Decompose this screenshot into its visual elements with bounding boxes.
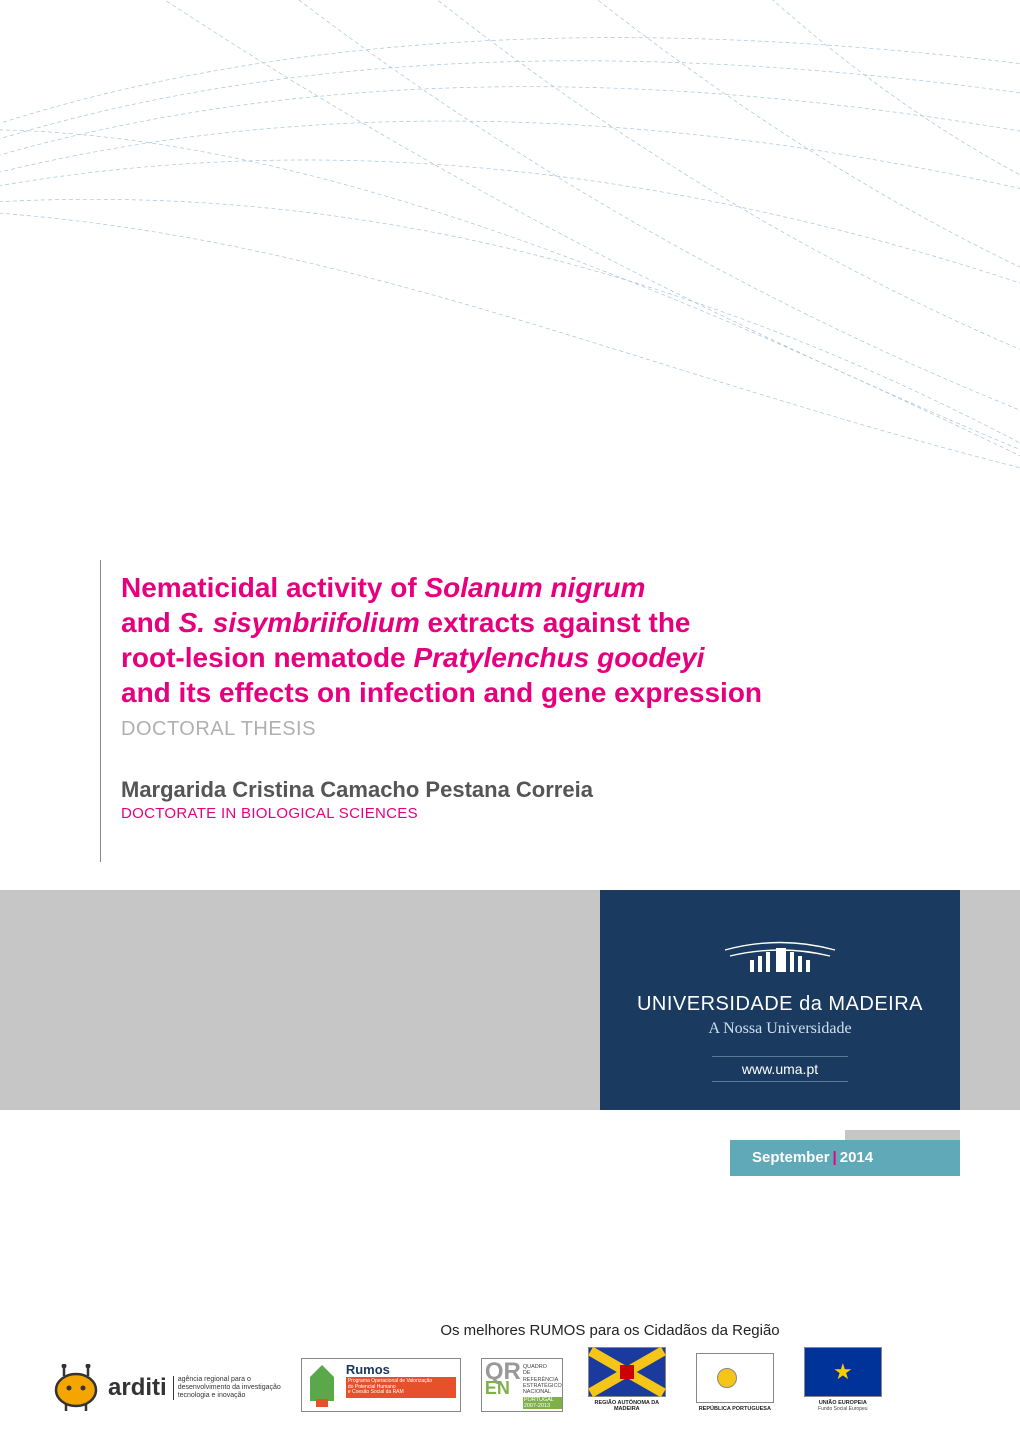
arditi-sub-block: agência regional para o desenvolvimento … (173, 1376, 281, 1399)
title-line3-italic: Pratylenchus goodeyi (413, 642, 704, 673)
rumos-bar: Programa Operacional de Valorização do P… (346, 1377, 456, 1398)
qren-lines: QUADRO DE REFERÊNCIA ESTRATÉGICO NACIONA… (523, 1362, 562, 1409)
university-url: www.uma.pt (712, 1056, 848, 1082)
footer-logos-row: arditi agência regional para o desenvolv… (50, 1347, 970, 1412)
title-line2-italic: S. sisymbriifolium (179, 607, 420, 638)
arditi-sub3: tecnologia e inovação (178, 1392, 281, 1400)
rumos-logo: Rumos Programa Operacional de Valorizaçã… (301, 1358, 461, 1412)
arditi-sub2: desenvolvimento da investigação (178, 1384, 281, 1392)
eu-flag-box: ★ UNIÃO EUROPEIA Fundo Social Europeu (799, 1347, 887, 1412)
university-logo-icon (720, 930, 840, 980)
date-tab-inner: September|2014 (730, 1140, 960, 1176)
date-year: 2014 (840, 1149, 873, 1166)
portugal-flag-icon (696, 1353, 774, 1403)
thesis-label: DOCTORAL THESIS (121, 718, 920, 741)
date-tab: September|2014 (730, 1130, 960, 1176)
rumos-title: Rumos (346, 1362, 456, 1377)
arditi-text-block: arditi (108, 1374, 167, 1402)
date-separator: | (830, 1149, 840, 1166)
qren-l2: DE REFERÊNCIA (523, 1370, 562, 1383)
rumos-icon (302, 1359, 342, 1411)
thesis-title: Nematicidal activity of Solanum nigrum a… (121, 570, 920, 710)
rumos-sub3: e Coesão Social da RAM (348, 1390, 454, 1396)
qren-tag: PORTUGAL 2007-2013 (523, 1397, 562, 1410)
eu-label2: Fundo Social Europeu (799, 1406, 887, 1412)
title-block: Nematicidal activity of Solanum nigrum a… (100, 560, 920, 862)
arditi-sub1: agência regional para o (178, 1376, 281, 1384)
arditi-icon (50, 1364, 102, 1412)
title-line2-post: extracts against the (420, 607, 691, 638)
arditi-name: arditi (108, 1374, 167, 1402)
title-line1-pre: Nematicidal activity of (121, 572, 424, 603)
date-month: September (752, 1149, 830, 1166)
qren-l4: NACIONAL (523, 1389, 562, 1395)
university-tagline: A Nossa Universidade (600, 1020, 960, 1038)
eu-stars-icon: ★ (833, 1359, 853, 1385)
madeira-label: REGIÃO AUTÓNOMA DA MADEIRA (583, 1400, 671, 1412)
eu-flag-icon: ★ (804, 1347, 882, 1397)
madeira-flag-icon (588, 1347, 666, 1397)
title-line1-italic: Solanum nigrum (424, 572, 645, 603)
qren-big-letters: QR EN (485, 1362, 521, 1409)
portugal-flag-box: REPÚBLICA PORTUGUESA (691, 1353, 779, 1412)
qren-logo: QR EN QUADRO DE REFERÊNCIA ESTRATÉGICO N… (481, 1358, 563, 1412)
author-name: Margarida Cristina Camacho Pestana Corre… (121, 777, 920, 803)
degree-label: DOCTORATE IN BIOLOGICAL SCIENCES (121, 805, 920, 822)
university-name: UNIVERSIDADE da MADEIRA (600, 993, 960, 1016)
title-line3-pre: root-lesion nematode (121, 642, 413, 673)
footer-slogan: Os melhores RUMOS para os Cidadãos da Re… (250, 1322, 970, 1339)
footer: Os melhores RUMOS para os Cidadãos da Re… (0, 1322, 1020, 1412)
portugal-label: REPÚBLICA PORTUGUESA (691, 1406, 779, 1412)
arditi-logo: arditi agência regional para o desenvolv… (50, 1364, 281, 1412)
university-box: UNIVERSIDADE da MADEIRA A Nossa Universi… (600, 890, 960, 1110)
madeira-flag-box: REGIÃO AUTÓNOMA DA MADEIRA (583, 1347, 671, 1412)
rumos-text: Rumos Programa Operacional de Valorizaçã… (342, 1359, 460, 1411)
title-line2-pre: and (121, 607, 179, 638)
title-line4: and its effects on infection and gene ex… (121, 677, 762, 708)
